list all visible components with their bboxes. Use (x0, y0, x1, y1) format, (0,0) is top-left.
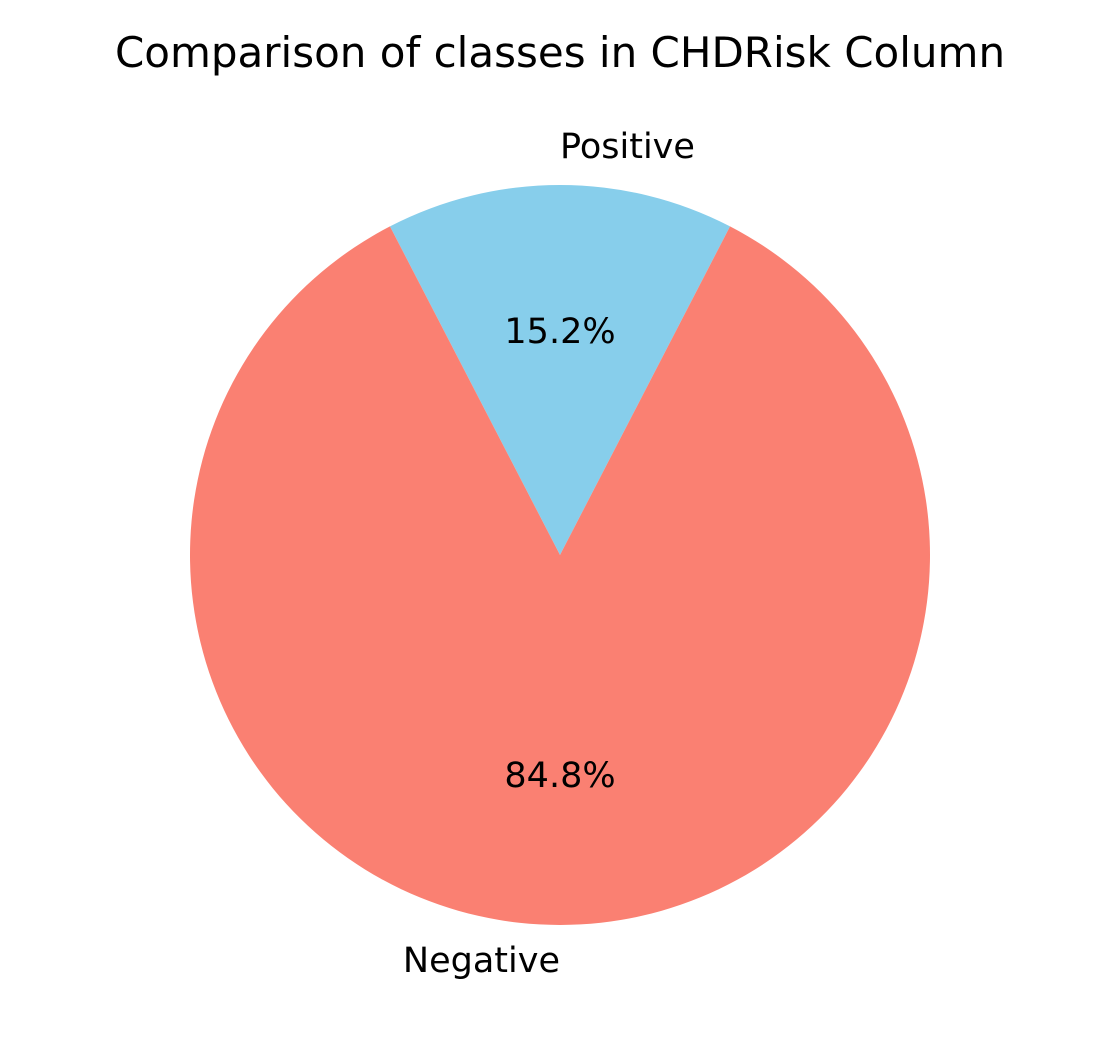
pie-slices (190, 185, 931, 925)
chart-title: Comparison of classes in CHDRisk Column (115, 28, 1005, 77)
slice-label-negative: Negative (403, 941, 560, 981)
pie-slice-positive (389, 185, 731, 555)
pie-labels: Positive 15.2% Negative 84.8% (403, 127, 695, 981)
pie-slice-negative (190, 226, 931, 925)
slice-percent-positive: 15.2% (504, 312, 615, 352)
slice-label-positive: Positive (560, 127, 695, 167)
slice-percent-negative: 84.8% (504, 756, 615, 796)
